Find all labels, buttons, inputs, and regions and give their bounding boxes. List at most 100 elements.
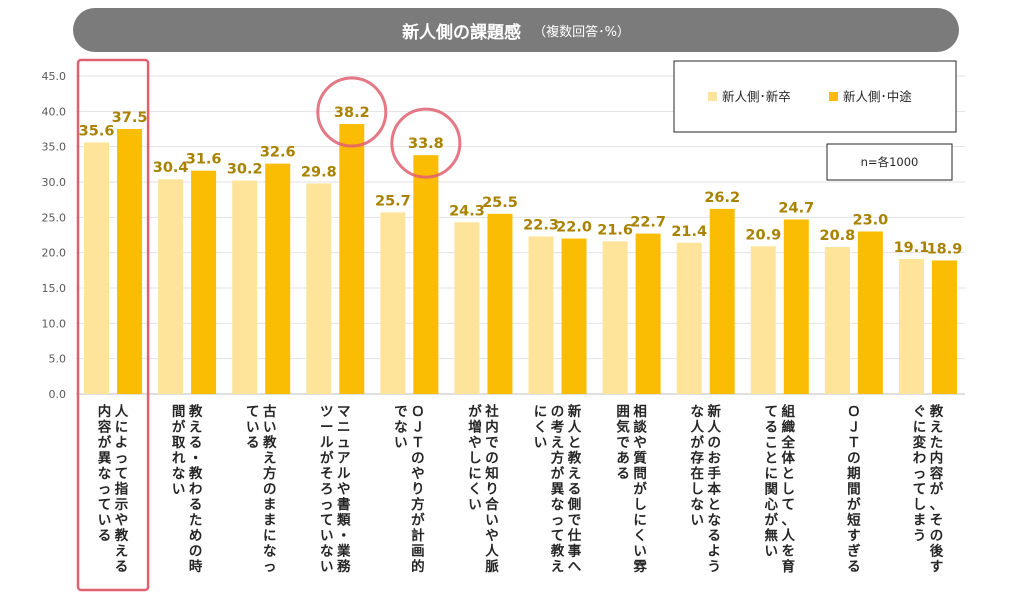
bar-chuto	[783, 219, 809, 394]
category-label-char: 新	[568, 403, 582, 420]
category-label-char: っ	[115, 451, 129, 467]
category-label-char: に	[263, 528, 277, 544]
category-label-char: 問	[633, 466, 647, 482]
category-label-char: る	[707, 528, 721, 544]
category-label-char: 内	[485, 419, 499, 436]
category-label-char: 本	[707, 481, 721, 498]
category-label-char: 存	[690, 450, 704, 467]
category-label-char: し	[633, 497, 647, 513]
category-label-char: し	[782, 482, 796, 498]
category-label-char: 教	[115, 527, 129, 544]
category-label-char: 相	[633, 403, 647, 420]
category-label-char: な	[320, 544, 334, 560]
data-label: 33.8	[408, 136, 444, 152]
category-label-char: あ	[616, 451, 630, 467]
category-label-char: え	[263, 451, 277, 467]
y-tick-label: 15.0	[42, 282, 67, 295]
category-label-char: と	[568, 435, 582, 451]
category-label-char: て	[913, 482, 927, 498]
category-label-char: と	[782, 466, 796, 482]
data-label: 22.0	[556, 220, 592, 236]
category-label-char: な	[707, 513, 721, 529]
category-label-char: 的	[411, 558, 425, 575]
category-label-char: 脈	[485, 558, 499, 575]
category-label-char: 知	[485, 465, 499, 482]
category-label-char: 、	[782, 513, 796, 529]
category-label-char: す	[847, 528, 861, 544]
category-label-char: が	[847, 496, 861, 513]
bar-shinsotsu	[84, 142, 110, 394]
category-label-char: で	[394, 404, 408, 420]
category-label-char: の	[189, 544, 203, 560]
category-label-char: 育	[782, 558, 796, 575]
category-label-char: 異	[551, 482, 565, 498]
category-label-char: 指	[115, 481, 129, 498]
category-label-char: 業	[336, 543, 351, 560]
category-label-char: て	[246, 404, 260, 420]
category-label-char: な	[690, 404, 704, 420]
data-label: 32.6	[260, 145, 296, 161]
category-label-char: 方	[411, 496, 425, 513]
category-label-char: に	[115, 420, 129, 436]
legend-swatch	[829, 92, 838, 101]
category-label-char: 織	[782, 419, 796, 436]
category-label-char: が	[468, 403, 482, 420]
category-label-char: や	[115, 513, 129, 529]
category-label-char: い	[633, 544, 647, 560]
category-label-char: た	[930, 435, 944, 451]
category-label-char: ツ	[320, 404, 334, 420]
sample-size-note: n=各1000	[861, 155, 919, 169]
note-box	[826, 143, 953, 181]
y-tick-label: 0.0	[49, 388, 67, 401]
category-label-char: な	[98, 466, 112, 482]
category-label-char: や	[485, 528, 499, 544]
category-label-char: そ	[320, 466, 334, 482]
category-label-char: が	[765, 512, 779, 529]
data-label: 35.6	[79, 123, 115, 139]
category-label-char: 示	[115, 497, 129, 513]
category-label-char: い	[485, 513, 499, 529]
category-label-char: う	[707, 559, 721, 575]
category-label-char: っ	[320, 497, 334, 513]
category-label-char: る	[189, 497, 203, 513]
category-label-char: る	[568, 482, 582, 498]
category-label-char: が	[411, 512, 425, 529]
category-label-char: 計	[411, 527, 425, 544]
category-label-char: が	[633, 481, 647, 498]
category-label-char: 体	[782, 450, 796, 467]
highlight-circle	[316, 76, 388, 148]
chart-title-bar: 新人側の課題感 （複数回答･%）	[73, 8, 959, 52]
category-label-char: 人	[115, 404, 129, 420]
category-label-char: で	[568, 513, 582, 529]
category-label-char: ぎ	[847, 543, 861, 560]
category-label-char: に	[765, 466, 779, 482]
data-label: 24.3	[449, 203, 485, 219]
y-tick-label: 45.0	[42, 70, 67, 83]
bar-shinsotsu	[232, 180, 258, 394]
category-label-char: 後	[930, 543, 944, 560]
category-label-char: 人	[485, 544, 499, 560]
category-label-char: 教	[551, 543, 565, 560]
category-label-char: 側	[567, 496, 582, 513]
category-label-char: Ｊ	[411, 420, 425, 436]
category-label-char: い	[246, 420, 260, 436]
bar-shinsotsu	[528, 236, 554, 394]
category-label-char: い	[394, 435, 408, 451]
category-label-char: た	[189, 513, 203, 529]
category-label-char: い	[172, 482, 186, 498]
category-label-char: 仕	[567, 527, 582, 544]
category-label-char: 古	[263, 403, 277, 420]
category-label-char: Ｔ	[847, 435, 861, 451]
category-label-char: や	[633, 435, 647, 451]
data-label: 25.7	[375, 193, 411, 209]
category-label-char: る	[98, 528, 112, 544]
bar-chuto	[265, 163, 291, 394]
category-label-char: 変	[913, 434, 927, 451]
category-label-char: 容	[929, 465, 944, 482]
category-label-char: に	[633, 513, 647, 529]
category-label-char: ュ	[337, 435, 351, 451]
category-label-char: 無	[765, 527, 779, 544]
category-label-char: を	[782, 544, 796, 560]
bar-chuto	[857, 231, 883, 394]
